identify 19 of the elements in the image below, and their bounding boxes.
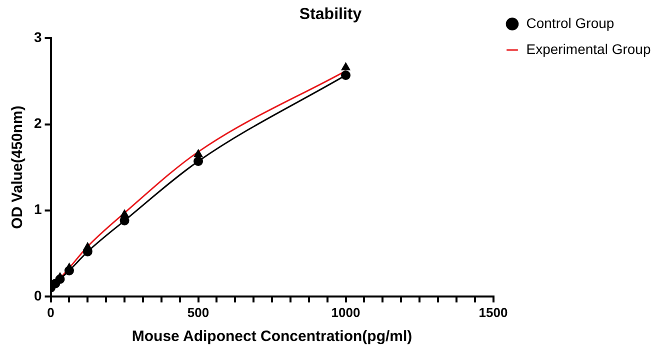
point [83, 242, 92, 250]
point [194, 150, 202, 158]
point [341, 70, 351, 80]
point [120, 210, 129, 218]
x-axis-title: Mouse Adiponect Concentration(pg/ml) [132, 328, 412, 346]
x-tick-label: 500 [187, 304, 210, 320]
chart-title: Stability [299, 6, 362, 24]
y-tick-label: 0 [34, 287, 42, 304]
x-tick-label: 1000 [331, 304, 360, 320]
y-tick-label: 3 [34, 29, 42, 46]
y-tick-label: 2 [34, 115, 42, 132]
point [342, 62, 350, 70]
x-tick-label: 0 [47, 304, 54, 320]
x-tick-label: 1500 [478, 304, 508, 320]
legend-label: Experimental Group [526, 40, 651, 57]
y-axis-title: OD Value(450nm) [9, 106, 26, 229]
point [194, 156, 204, 166]
legend-label: Control Group [526, 14, 614, 31]
y-tick-label: 1 [34, 201, 42, 218]
